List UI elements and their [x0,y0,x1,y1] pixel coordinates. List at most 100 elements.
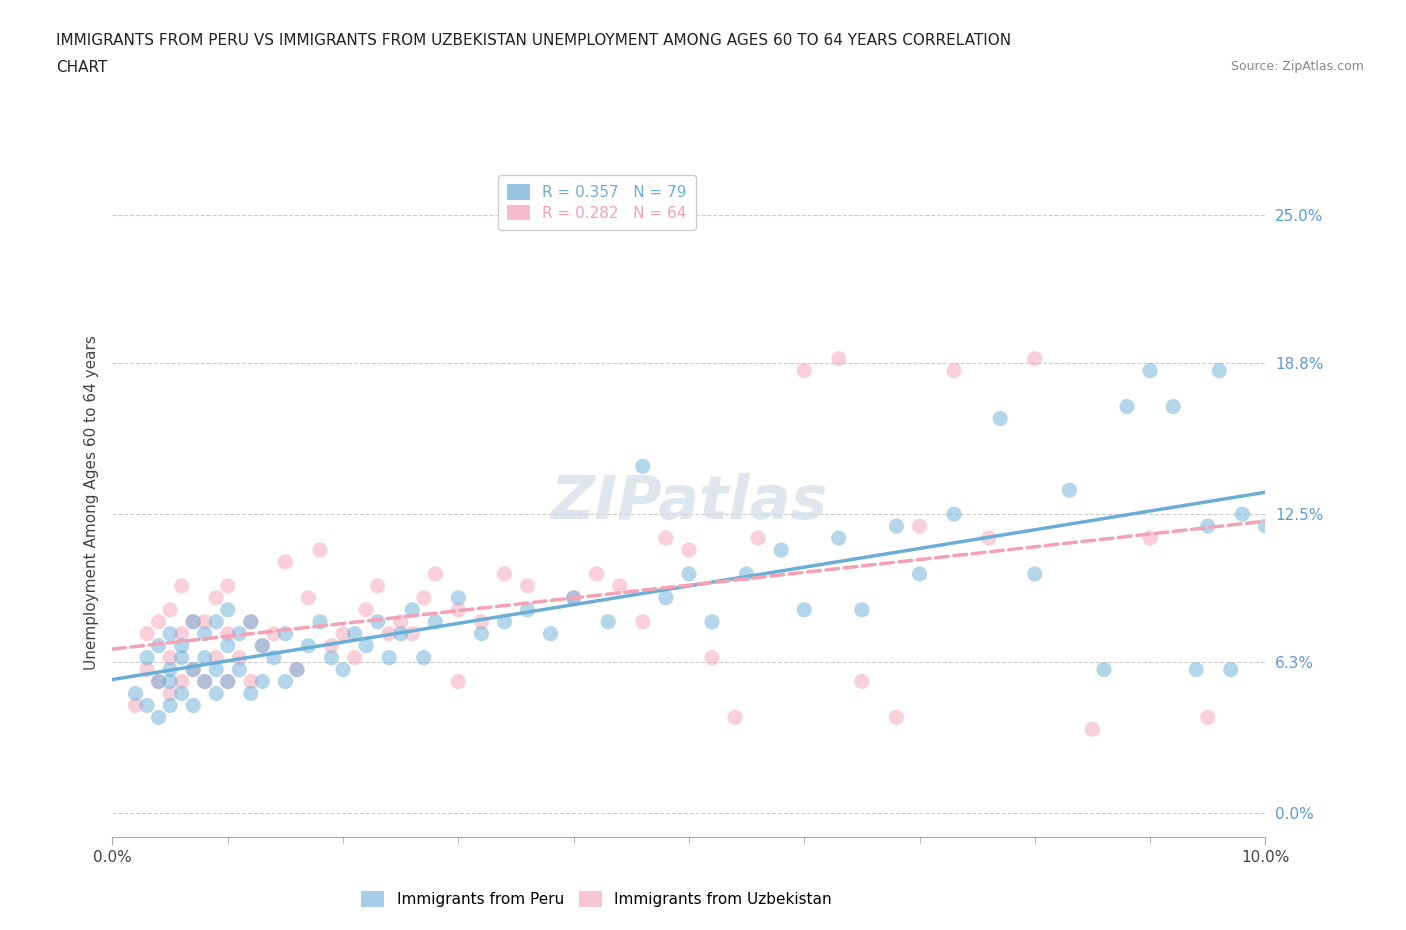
Point [285,662,308,677]
Point [274,626,297,641]
Point [585,566,607,581]
Point [598,615,620,630]
Point [194,650,217,665]
Text: ZIPatlas: ZIPatlas [550,472,828,532]
Point [943,364,966,379]
Point [1116,399,1139,414]
Point [447,674,470,689]
Point [470,615,492,630]
Point [205,591,228,605]
Point [678,566,700,581]
Point [148,710,170,724]
Point [977,531,1000,546]
Point [828,531,851,546]
Point [470,626,492,641]
Point [1024,352,1046,366]
Point [447,591,470,605]
Point [540,626,562,641]
Point [1208,364,1230,379]
Point [205,662,228,677]
Point [124,698,146,713]
Point [263,626,285,641]
Point [148,615,170,630]
Point [217,603,239,618]
Point [239,674,262,689]
Point [412,650,434,665]
Point [1139,364,1161,379]
Point [1081,722,1104,737]
Point [194,674,217,689]
Point [170,686,193,701]
Point [217,674,239,689]
Point [425,566,447,581]
Point [205,650,228,665]
Point [700,650,723,665]
Point [170,626,193,641]
Point [412,591,434,605]
Point [1197,519,1219,534]
Point [343,650,366,665]
Point [148,674,170,689]
Legend: Immigrants from Peru, Immigrants from Uzbekistan: Immigrants from Peru, Immigrants from Uz… [353,882,841,916]
Y-axis label: Unemployment Among Ages 60 to 64 years: Unemployment Among Ages 60 to 64 years [83,335,98,670]
Point [136,650,159,665]
Point [494,566,516,581]
Point [263,650,285,665]
Point [228,650,250,665]
Point [988,411,1011,426]
Point [367,615,389,630]
Point [851,603,873,618]
Point [724,710,747,724]
Point [354,638,377,653]
Point [205,686,228,701]
Text: Source: ZipAtlas.com: Source: ZipAtlas.com [1230,60,1364,73]
Point [494,615,516,630]
Point [239,615,262,630]
Point [274,674,297,689]
Point [228,626,250,641]
Point [343,626,366,641]
Point [389,626,412,641]
Point [205,615,228,630]
Point [747,531,769,546]
Point [309,542,332,557]
Point [136,626,159,641]
Point [678,542,700,557]
Point [181,662,204,677]
Point [239,615,262,630]
Point [793,364,815,379]
Point [1092,662,1115,677]
Point [367,578,389,593]
Point [252,638,274,653]
Point [159,603,181,618]
Point [1024,566,1046,581]
Point [631,615,654,630]
Point [562,591,585,605]
Point [886,710,908,724]
Point [181,615,204,630]
Point [828,352,851,366]
Point [148,674,170,689]
Point [321,650,343,665]
Point [285,662,308,677]
Point [354,603,377,618]
Point [655,531,678,546]
Point [735,566,758,581]
Point [239,686,262,701]
Point [159,626,181,641]
Point [1059,483,1081,498]
Point [159,674,181,689]
Point [228,662,250,677]
Point [332,626,354,641]
Text: IMMIGRANTS FROM PERU VS IMMIGRANTS FROM UZBEKISTAN UNEMPLOYMENT AMONG AGES 60 TO: IMMIGRANTS FROM PERU VS IMMIGRANTS FROM … [56,33,1011,47]
Point [1219,662,1241,677]
Point [425,615,447,630]
Point [297,591,319,605]
Point [194,674,217,689]
Point [274,554,297,569]
Point [217,638,239,653]
Point [378,626,401,641]
Point [148,638,170,653]
Point [378,650,401,665]
Point [170,578,193,593]
